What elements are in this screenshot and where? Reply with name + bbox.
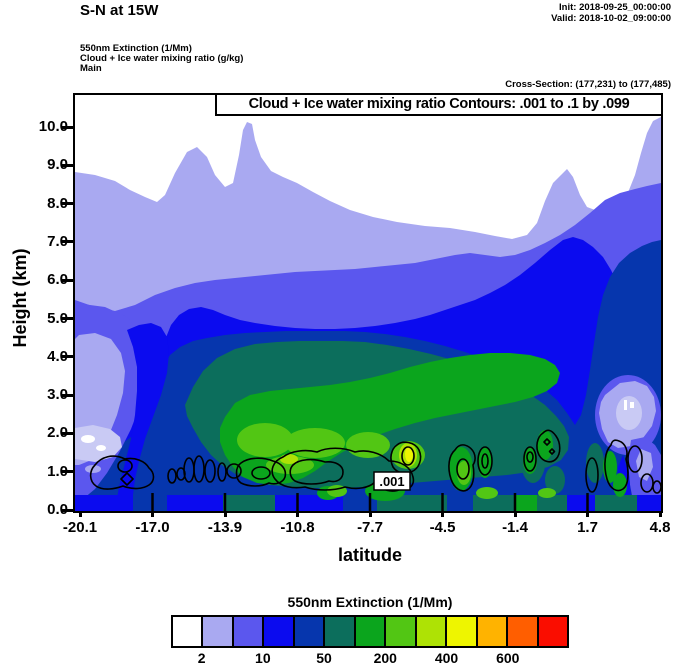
valid-time: Valid: 2018-10-02_09:00:00: [551, 13, 671, 24]
colorbar-cell-2: [233, 617, 265, 646]
colorbar-cell-1: [203, 617, 234, 646]
y-tick-mark: [61, 355, 75, 359]
y-tick-mark: [61, 163, 75, 167]
x-tick-mark: [586, 511, 589, 517]
colorbar: [171, 615, 569, 648]
colorbar-title: 550nm Extinction (1/Mm): [287, 594, 453, 610]
run-times: Init: 2018-09-25_00:00:00 Valid: 2018-10…: [551, 2, 671, 24]
colorbar-cell-7: [386, 617, 417, 646]
y-tick-label: 10.0: [38, 118, 68, 135]
x-axis-inner-ticks: [151, 493, 589, 511]
colorbar-cell-5: [325, 617, 356, 646]
y-tick-label: 6.0: [47, 271, 68, 289]
x-tick-label: -4.5: [429, 519, 456, 536]
y-tick-mark: [61, 125, 75, 129]
x-tick-mark: [223, 511, 227, 517]
blue-left-hook: [115, 323, 169, 511]
white-mark: [624, 400, 627, 410]
y-tick-mark: [61, 470, 75, 474]
x-tick-label: -17.0: [135, 519, 170, 536]
layer-cloud-ice-label: Cloud + Ice water mixing ratio (g/kg): [80, 53, 244, 64]
colorbar-cell-11: [508, 617, 539, 646]
y-tick-label: 7.0: [47, 232, 68, 250]
x-tick-mark: [441, 511, 444, 517]
colorbar-cell-12: [538, 617, 568, 646]
colorbar-label: 2: [197, 650, 206, 666]
colorbar-label: 10: [255, 650, 271, 666]
white-speck: [81, 435, 95, 443]
surface-strip: [75, 495, 661, 511]
x-tick-mark: [78, 511, 82, 517]
contour-banner: Cloud + Ice water mixing ratio Contours:…: [215, 93, 663, 116]
x-tick-label: 4.8: [649, 519, 671, 536]
white-mark: [630, 402, 634, 408]
y-tick-mark: [61, 240, 75, 244]
y-tick-label: 4.0: [47, 347, 68, 365]
x-tick-label: -10.8: [280, 519, 315, 536]
x-tick-mark: [151, 511, 154, 517]
y-tick-mark: [61, 317, 75, 320]
y-tick-mark: [61, 508, 75, 512]
x-tick-label: -1.4: [502, 519, 528, 536]
y-tick-label: 0.0: [47, 501, 68, 518]
x-tick-label: -7.7: [357, 519, 383, 536]
y-tick-mark: [61, 202, 75, 206]
layer-domain-label: Main: [80, 63, 102, 74]
x-tick-label: -20.1: [62, 519, 98, 536]
layer-list: 550nm Extinction (1/Mm) Cloud + Ice wate…: [80, 44, 243, 74]
colorbar-cell-8: [416, 617, 448, 646]
plot-frame: .001 Cloud + Ice water mixing ratio Cont…: [73, 93, 663, 513]
y-tick-label: 9.0: [47, 156, 68, 174]
x-tick-label: -13.9: [207, 519, 243, 536]
white-speck: [96, 445, 106, 451]
colorbar-label: 600: [496, 650, 520, 666]
x-tick-label: 1.7: [577, 519, 598, 536]
colorbar-cell-9: [447, 617, 478, 646]
colorbar-label: 50: [316, 650, 332, 666]
colorbar-cell-3: [264, 617, 295, 646]
contour-value-text: .001: [379, 474, 404, 489]
x-tick-mark: [513, 511, 517, 517]
contour-value-label: .001: [373, 471, 411, 491]
y-tick-mark: [61, 278, 75, 282]
x-tick-mark: [368, 511, 372, 517]
pale-right-core: [616, 396, 642, 430]
x-axis-title: latitude: [337, 545, 402, 565]
y-tick-label: 3.0: [47, 386, 68, 404]
pale-left-patch: [75, 425, 122, 462]
periwinkle-speck: [85, 465, 101, 473]
y-tick-label: 5.0: [47, 309, 68, 327]
colorbar-cell-10: [477, 617, 509, 646]
contour-plot-canvas: .001: [75, 95, 661, 511]
y-tick-label: 1.0: [47, 462, 68, 480]
colorbar-label: 400: [434, 650, 459, 666]
x-tick-mark: [296, 511, 299, 517]
periwinkle-bottom-right-finger: [636, 449, 653, 481]
init-time: Init: 2018-09-25_00:00:00: [559, 2, 671, 13]
extinction-maximum: [405, 446, 413, 462]
y-tick-mark: [61, 393, 75, 397]
y-tick-label: 2.0: [47, 424, 68, 442]
page-title: S-N at 15W: [80, 2, 159, 19]
colorbar-label: 200: [373, 650, 397, 666]
y-tick-label: 8.0: [47, 194, 68, 212]
colorbar-cell-6: [355, 617, 387, 646]
colorbar-cell-0: [173, 617, 204, 646]
y-tick-mark: [61, 431, 75, 435]
cross-section-coords: Cross-Section: (177,231) to (177,485): [505, 79, 671, 90]
x-tick-mark: [658, 511, 662, 517]
y-axis-title: Height (km): [10, 248, 30, 348]
colorbar-cell-4: [294, 617, 326, 646]
layer-extinction-label: 550nm Extinction (1/Mm): [80, 43, 192, 54]
